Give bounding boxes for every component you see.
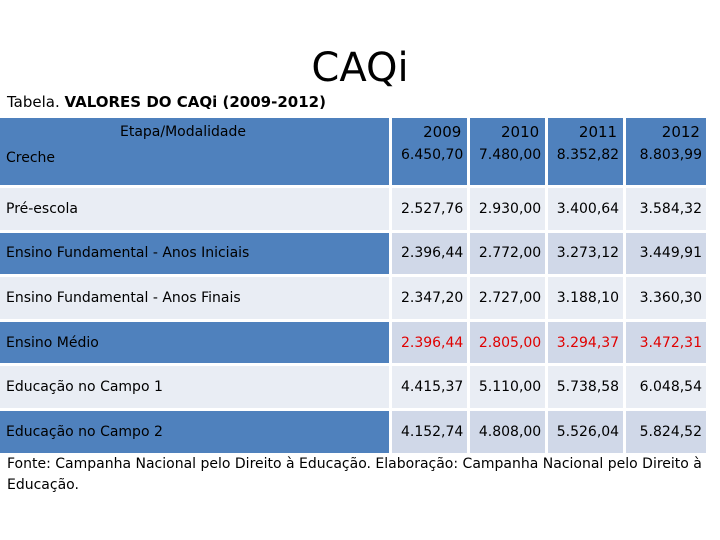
table-cell-value: 3.360,30 <box>626 277 706 322</box>
table-cell-value: 3.273,12 <box>548 232 627 278</box>
table-cell-value: 3.449,91 <box>626 232 706 278</box>
header-year-cell: 2012 8.803,99 <box>626 118 706 188</box>
caption-prefix: Tabela. <box>7 93 60 111</box>
table-row: Pré-escola 2.527,76 2.930,00 3.400,64 3.… <box>0 188 706 233</box>
table-cell-value: 2.396,44 <box>392 321 471 367</box>
row-label: Pré-escola <box>0 188 393 233</box>
table-cell-value: 5.738,58 <box>548 366 627 411</box>
table-cell-value: 3.584,32 <box>626 188 706 233</box>
table-row: Ensino Fundamental - Anos Iniciais 2.396… <box>0 232 706 278</box>
table-cell-value: 3.294,37 <box>548 321 627 367</box>
caqi-values-table: Etapa/Modalidade Creche 2009 6.450,70 20… <box>0 118 706 456</box>
row-label: Ensino Médio <box>0 321 393 367</box>
table-cell-value: 3.472,31 <box>626 321 706 367</box>
caption-title: VALORES DO CAQi (2009-2012) <box>64 93 326 111</box>
table-row: Educação no Campo 1 4.415,37 5.110,00 5.… <box>0 366 706 411</box>
column-header-year: 2009 <box>423 123 462 141</box>
source-footnote: Fonte: Campanha Nacional pelo Direito à … <box>7 456 702 493</box>
table-cell-value: 5.824,52 <box>626 410 706 456</box>
table-cell-value: 5.110,00 <box>470 366 549 411</box>
table-row: Ensino Médio 2.396,44 2.805,00 3.294,37 … <box>0 321 706 367</box>
table-header-row: Etapa/Modalidade Creche 2009 6.450,70 20… <box>0 118 706 188</box>
table-cell-value: 3.400,64 <box>548 188 627 233</box>
column-header-year: 2012 <box>661 123 700 141</box>
row-label: Ensino Fundamental - Anos Iniciais <box>0 232 393 278</box>
row-label: Ensino Fundamental - Anos Finais <box>0 277 393 322</box>
table-cell-value: 4.415,37 <box>392 366 471 411</box>
table-cell-value: 3.188,10 <box>548 277 627 322</box>
table-cell-value: 6.048,54 <box>626 366 706 411</box>
table-cell-value: 4.808,00 <box>470 410 549 456</box>
table-cell-value: 2.930,00 <box>470 188 549 233</box>
header-year-cell: 2009 6.450,70 <box>392 118 471 188</box>
row-label: Educação no Campo 1 <box>0 366 393 411</box>
table-cell-value: 8.803,99 <box>639 147 702 163</box>
column-header-year: 2010 <box>501 123 540 141</box>
table-row: Educação no Campo 2 4.152,74 4.808,00 5.… <box>0 410 706 456</box>
table-cell-value: 2.805,00 <box>470 321 549 367</box>
header-label-cell: Etapa/Modalidade Creche <box>0 118 393 188</box>
table-cell-value: 6.450,70 <box>400 147 464 163</box>
table-cell-value: 2.727,00 <box>470 277 549 322</box>
header-year-cell: 2010 7.480,00 <box>470 118 549 188</box>
header-year-cell: 2011 8.352,82 <box>548 118 627 188</box>
slide-title: CAQi <box>311 45 409 91</box>
table-cell-value: 2.527,76 <box>392 188 471 233</box>
row-label: Creche <box>6 150 56 166</box>
column-header-etapa: Etapa/Modalidade <box>120 124 246 140</box>
table-cell-value: 2.347,20 <box>392 277 471 322</box>
row-label: Educação no Campo 2 <box>0 410 393 456</box>
table-cell-value: 7.480,00 <box>478 147 542 163</box>
table-caption: Tabela. VALORES DO CAQi (2009-2012) <box>7 92 326 112</box>
table-cell-value: 2.772,00 <box>470 232 549 278</box>
table-row: Ensino Fundamental - Anos Finais 2.347,2… <box>0 277 706 322</box>
table-cell-value: 8.352,82 <box>556 147 620 163</box>
table-cell-value: 5.526,04 <box>548 410 627 456</box>
table-cell-value: 4.152,74 <box>392 410 471 456</box>
table-cell-value: 2.396,44 <box>392 232 471 278</box>
column-header-year: 2011 <box>578 123 618 141</box>
